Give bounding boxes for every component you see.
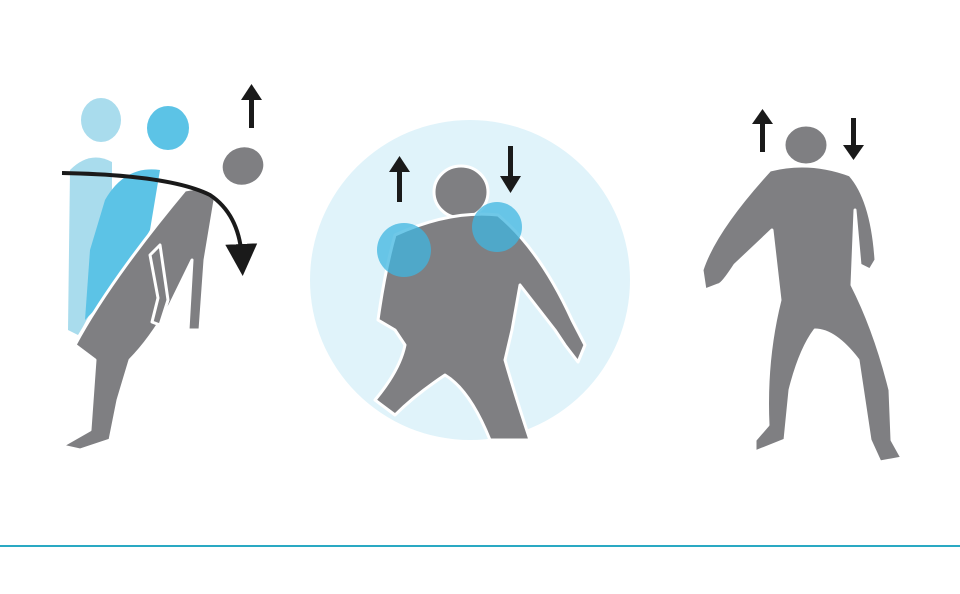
panel-shoulder-tilt [310,120,630,442]
ghost-head-light [81,98,121,142]
bottom-divider [0,545,960,547]
right-shoulder-highlight [472,202,522,252]
panel-backward-bend [60,84,267,452]
ghost-figure-light [68,98,121,335]
down-arrow-icon [843,118,864,160]
up-arrow-icon [752,109,773,152]
down-arrow-icon [500,146,521,193]
left-shoulder-highlight [377,223,431,277]
leaning-figure-arm [148,243,170,327]
ghost-body-light [68,157,112,335]
ghost-body-blue [85,169,160,320]
up-arrow-icon [241,84,262,128]
tilted-figure [700,123,904,464]
leaning-figure-head [219,144,267,188]
panel-head-tilt [700,109,904,464]
tilted-figure-body [700,164,904,464]
up-arrow-icon [389,156,410,202]
tilted-figure-head [782,123,830,167]
ghost-head-blue [147,106,189,150]
ghost-figure-blue [85,106,189,320]
curved-arrow-icon [61,171,258,276]
